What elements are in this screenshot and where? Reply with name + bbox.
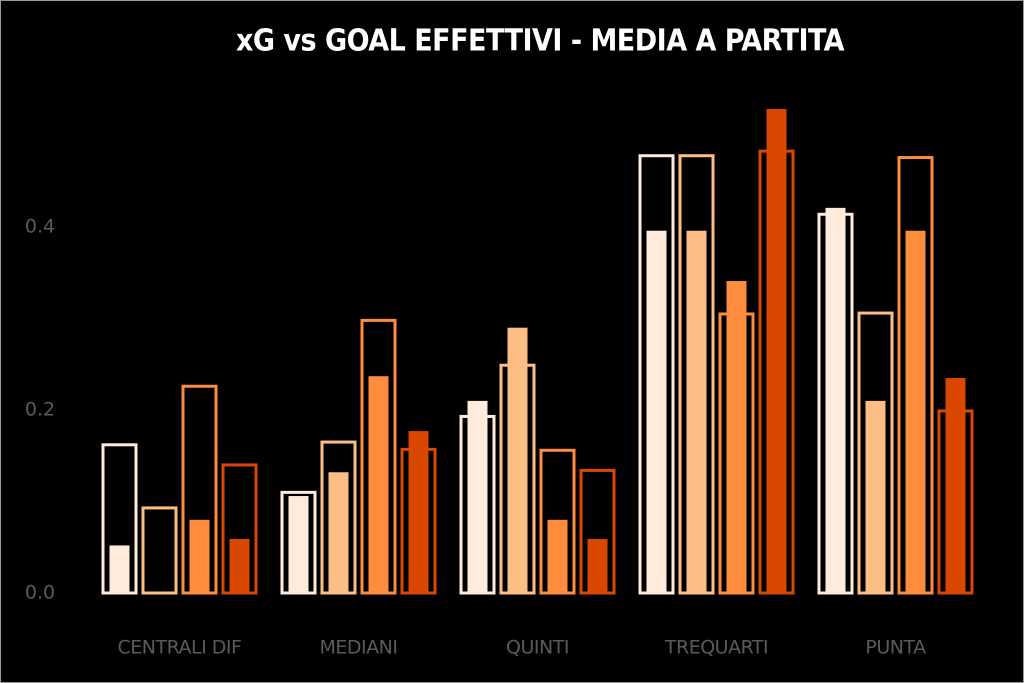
goal-bar — [368, 376, 389, 593]
goal-bar — [766, 109, 787, 594]
goal-bar — [109, 545, 130, 593]
x-tick-label: MEDIANI — [320, 637, 398, 659]
goal-bar — [507, 327, 528, 593]
x-tick-label: PUNTA — [865, 637, 926, 659]
goal-bar — [726, 281, 747, 593]
goal-bar — [408, 431, 429, 593]
goal-bar — [189, 519, 210, 593]
goal-bar — [825, 207, 846, 593]
y-tick-label: 0.0 — [25, 582, 55, 604]
goal-bar — [328, 472, 349, 593]
y-tick-label: 0.2 — [25, 399, 55, 421]
goal-bar — [587, 539, 608, 593]
goal-bar — [865, 400, 886, 593]
goal-bar — [467, 400, 488, 593]
goal-bar — [547, 519, 568, 593]
goal-bar — [686, 230, 707, 593]
goal-bar — [905, 230, 926, 593]
y-tick-label: 0.4 — [25, 216, 55, 238]
x-tick-label: CENTRALI DIF — [118, 637, 242, 659]
x-tick-label: TREQUARTI — [664, 637, 768, 659]
goal-bar — [288, 496, 309, 593]
goal-bar — [646, 230, 667, 593]
chart-title: xG vs GOAL EFFETTIVI - MEDIA A PARTITA — [236, 24, 845, 59]
xg-bar — [141, 506, 178, 595]
x-tick-label: QUINTI — [506, 637, 569, 659]
goal-bar — [229, 539, 250, 593]
goal-bar — [945, 378, 966, 593]
